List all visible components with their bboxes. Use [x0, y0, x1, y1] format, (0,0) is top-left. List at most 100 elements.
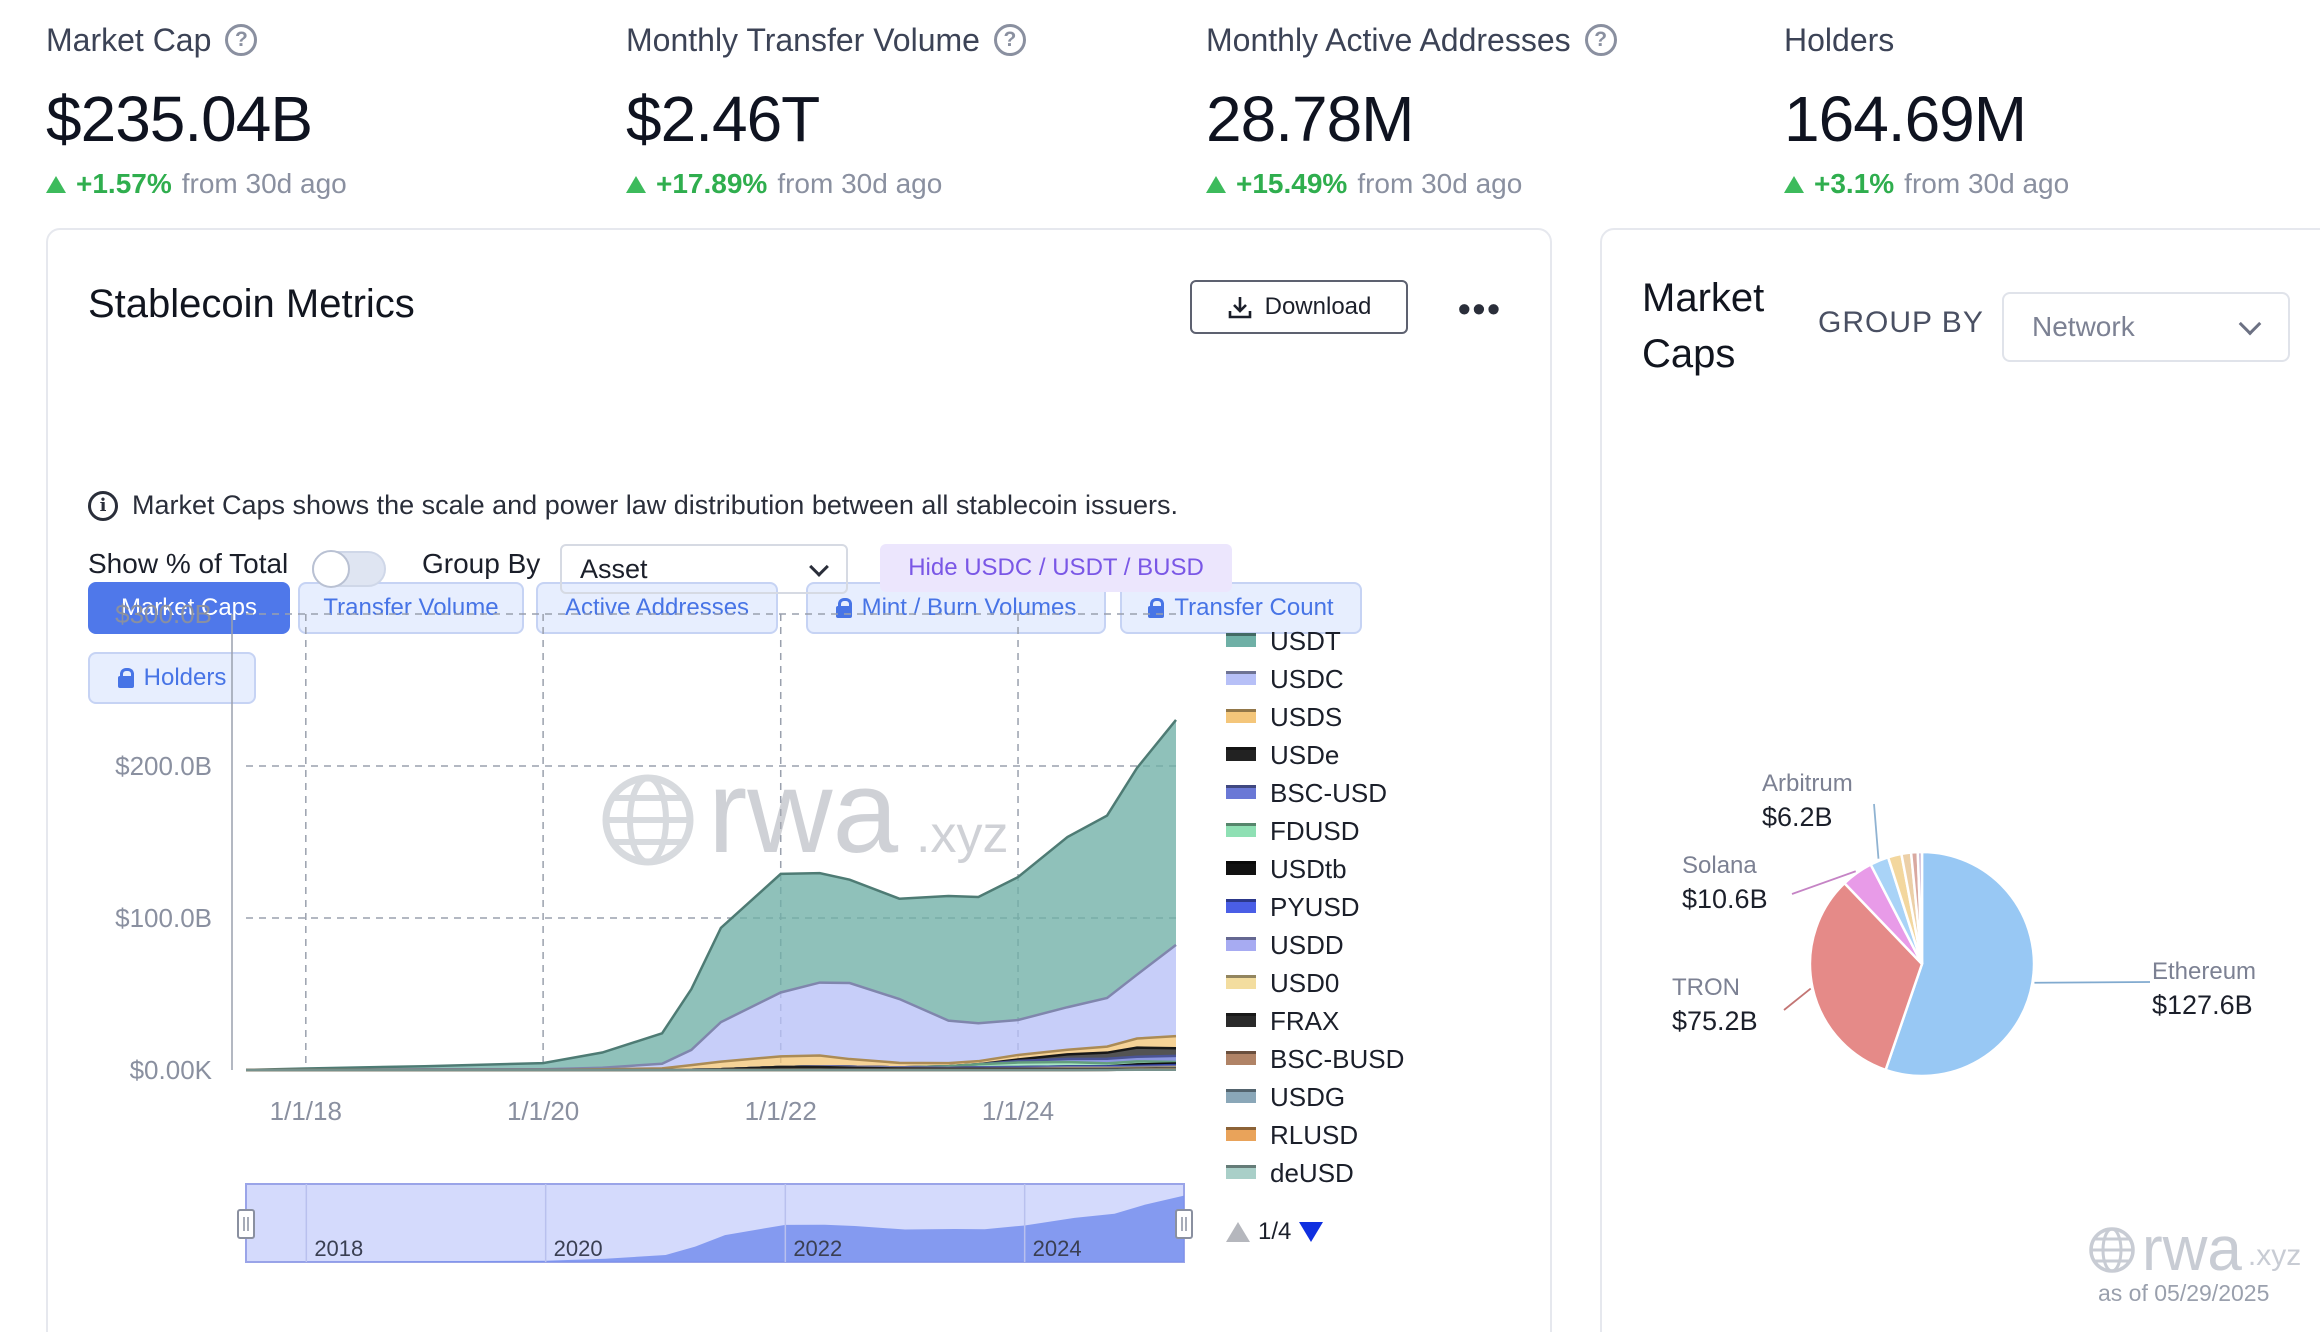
tab-label: Mint / Burn Volumes [861, 594, 1077, 621]
legend-label: deUSD [1270, 1157, 1354, 1188]
legend-item[interactable]: USDC [1226, 660, 1404, 698]
kpi-card: Market Cap? $235.04B +1.57% from 30d ago [46, 14, 606, 200]
navigator-tick-label: 2024 [1033, 1236, 1082, 1261]
more-options-button[interactable]: ••• [1458, 288, 1502, 329]
legend-swatch [1226, 825, 1256, 837]
legend-item[interactable]: USD0 [1226, 964, 1404, 1002]
toggle-knob [312, 550, 350, 588]
legend-item[interactable]: BSC-USD [1226, 774, 1404, 812]
legend-prev-icon[interactable] [1226, 1222, 1250, 1242]
legend-item[interactable]: USDD [1226, 926, 1404, 964]
navigator-handle-grip [1181, 1217, 1187, 1231]
y-tick-label: $200.0B [115, 751, 212, 781]
kpi-card: Monthly Transfer Volume? $2.46T +17.89% fro… [626, 14, 1186, 200]
legend-label: USDD [1270, 929, 1344, 960]
kpi-card: Holders 164.69M +3.1% from 30d ago [1784, 14, 2320, 200]
stablecoin-metrics-card: Stablecoin Metrics Download ••• Market C… [46, 228, 1552, 1332]
legend-item[interactable]: USDG [1226, 1078, 1404, 1116]
legend-swatch [1226, 673, 1256, 685]
tab-label: Transfer Volume [323, 594, 499, 621]
network-select[interactable]: Network [2002, 292, 2290, 362]
kpi-label-text: Monthly Transfer Volume [626, 21, 980, 58]
watermark-suffix: .xyz [2247, 1239, 2302, 1272]
kpi-card: Monthly Active Addresses? 28.78M +15.49% fr… [1206, 14, 1766, 200]
watermark-globe-lines [606, 795, 690, 845]
legend-swatch [1226, 977, 1256, 989]
legend-item[interactable]: PYUSD [1226, 888, 1404, 926]
pie-slice [1916, 850, 1924, 965]
pie-slice-value: $10.6B [1682, 884, 1768, 914]
legend-item[interactable]: BSC-BUSD [1226, 1040, 1404, 1078]
navigator-tick-label: 2020 [554, 1236, 603, 1261]
kpi-change-pct: +3.1% [1814, 168, 1895, 199]
as-of-date: as of 05/29/2025 [2098, 1280, 2270, 1306]
kpi-label-text: Market Cap [46, 21, 212, 58]
show-pct-toggle[interactable] [312, 550, 386, 588]
kpi-value: 164.69M [1784, 83, 2027, 155]
legend-page: 1/4 [1258, 1218, 1292, 1245]
hide-major-stables-button[interactable]: Hide USDC / USDT / BUSD [880, 544, 1232, 592]
navigator-tick-label: 2018 [314, 1236, 363, 1261]
range-navigator: 2018 2020 2022 2024 [237, 1183, 1193, 1263]
group-by-label: Group By [422, 548, 541, 579]
tab-active-addresses[interactable]: Active Addresses [536, 582, 778, 634]
caps-title-line1: Market [1642, 276, 1765, 320]
tab-label: Holders [143, 664, 227, 691]
pie-leader-line [1873, 803, 1880, 859]
navigator-handle[interactable] [1175, 1209, 1193, 1239]
kpi-label: Monthly Active Addresses? [1206, 14, 1766, 66]
help-icon[interactable]: ? [1584, 24, 1617, 56]
area-usdt [246, 719, 1176, 1070]
pie-slice-value: $6.2B [1762, 802, 1833, 832]
lock-icon [117, 668, 134, 688]
legend-item[interactable]: RLUSD [1226, 1116, 1404, 1154]
legend-item[interactable]: FRAX [1226, 1002, 1404, 1040]
y-tick-label: $300.0B [115, 599, 212, 629]
group-by-select[interactable]: Asset [560, 544, 848, 594]
kpi-change-since: from 30d ago [777, 168, 943, 199]
x-tick-label: 1/1/18 [270, 1096, 342, 1126]
legend-item[interactable]: USDtb [1226, 850, 1404, 888]
download-label: Download [1264, 293, 1372, 320]
legend-swatch [1226, 863, 1256, 875]
kpi-label-text: Monthly Active Addresses [1206, 21, 1571, 58]
legend-swatch [1226, 1091, 1256, 1103]
legend-label: USDC [1270, 663, 1344, 694]
help-icon[interactable]: ? [225, 24, 258, 56]
tab-label: Market Caps [120, 594, 258, 621]
legend-label: USDe [1270, 739, 1340, 770]
legend-pager: 1/4 [1226, 1218, 1324, 1246]
tab-holders[interactable]: Holders [88, 652, 256, 704]
legend-label: BSC-USD [1270, 777, 1388, 808]
download-button[interactable]: Download [1190, 280, 1408, 334]
tab-market-caps[interactable]: Market Caps [88, 582, 290, 634]
legend-next-icon[interactable] [1299, 1222, 1324, 1242]
legend-item[interactable]: USDT [1226, 622, 1404, 660]
legend-label: USD0 [1270, 967, 1340, 998]
kpi-change-since: from 30d ago [1904, 168, 2070, 199]
kpi-label: Holders [1784, 14, 2320, 66]
pie-slice-value: $127.6B [2152, 990, 2253, 1020]
watermark-suffix-text: .xyz [916, 806, 1008, 864]
show-pct-label: Show % of Total [88, 548, 289, 579]
legend-item[interactable]: FDUSD [1226, 812, 1404, 850]
legend-label: RLUSD [1270, 1119, 1359, 1150]
navigator-handle-grip [243, 1217, 249, 1231]
x-tick-label: 1/1/20 [507, 1096, 579, 1126]
kpi-value: $2.46T [626, 83, 820, 155]
kpi-value: 28.78M [1206, 83, 1414, 155]
tab-transfer-volume[interactable]: Transfer Volume [298, 582, 524, 634]
kpi-change-pct: +1.57% [76, 168, 172, 199]
legend-swatch [1226, 711, 1256, 723]
help-icon[interactable]: ? [993, 24, 1026, 56]
line-usdt [245, 719, 1177, 1072]
legend-item[interactable]: deUSD [1226, 1154, 1404, 1192]
kpi-change: +1.57% from 30d ago [46, 168, 606, 200]
kpi-change-pct: +15.49% [1236, 168, 1348, 199]
trend-up-icon [1206, 175, 1226, 193]
x-tick-label: 1/1/22 [745, 1096, 817, 1126]
navigator-handle[interactable] [237, 1209, 255, 1239]
legend-item[interactable]: USDe [1226, 736, 1404, 774]
trend-up-icon [626, 175, 646, 193]
legend-item[interactable]: USDS [1226, 698, 1404, 736]
